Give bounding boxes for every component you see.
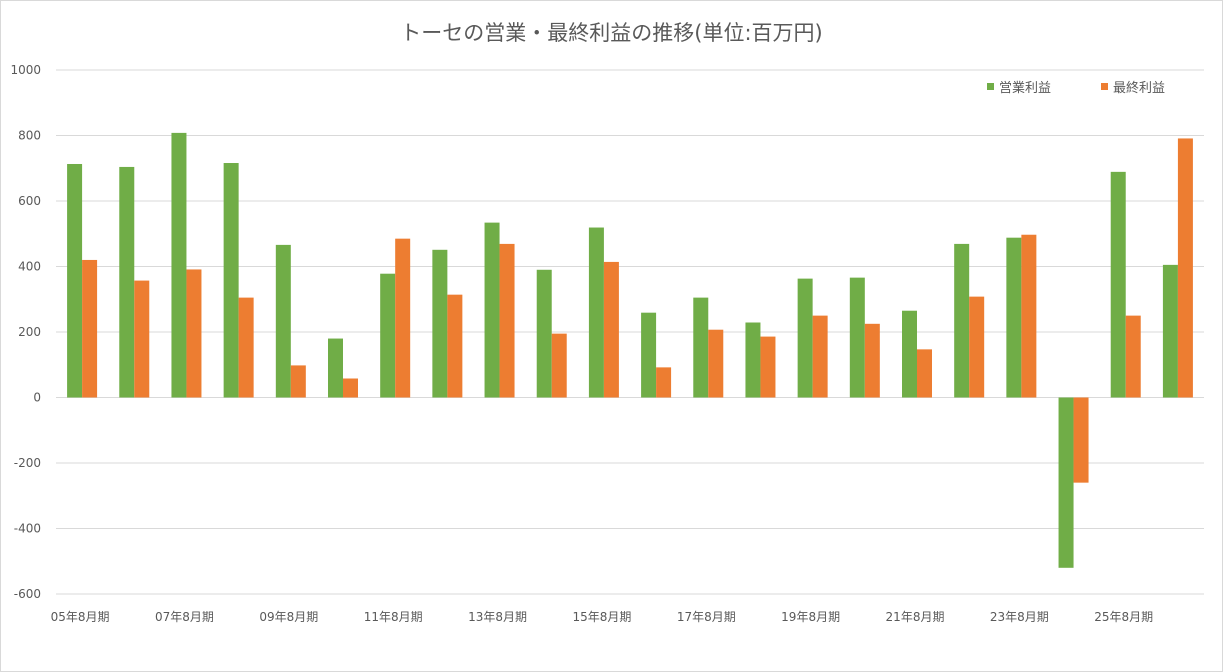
bar-operating-profit <box>693 297 709 398</box>
bar-net-profit <box>760 336 776 398</box>
bar-operating-profit <box>223 163 239 398</box>
bar-operating-profit <box>902 310 917 398</box>
bar-net-profit <box>186 269 202 398</box>
bar-operating-profit <box>484 222 500 398</box>
bar-operating-profit <box>171 132 187 398</box>
bar-net-profit <box>656 367 672 398</box>
y-tick-label: 1000 <box>10 63 41 77</box>
bar-operating-profit <box>1162 264 1178 398</box>
bar-operating-profit <box>797 278 813 398</box>
bar-net-profit <box>917 349 932 398</box>
bar-net-profit <box>551 333 567 398</box>
x-tick-label: 17年8月期 <box>677 610 736 624</box>
bar-net-profit <box>1177 138 1193 398</box>
bar-net-profit <box>1125 315 1141 398</box>
y-tick-label: -400 <box>14 522 41 536</box>
legend-label: 最終利益 <box>1113 80 1165 96</box>
bar-operating-profit <box>954 243 970 398</box>
bar-net-profit <box>447 294 463 398</box>
bar-operating-profit <box>275 244 291 398</box>
bar-net-profit <box>812 315 828 398</box>
legend-swatch <box>987 83 994 90</box>
x-tick-label: 21年8月期 <box>886 610 945 624</box>
y-tick-label: 400 <box>18 260 41 274</box>
bar-operating-profit <box>1006 237 1022 398</box>
y-tick-label: -600 <box>14 587 41 601</box>
bar-operating-profit <box>588 227 604 398</box>
legend-swatch <box>1101 83 1108 90</box>
bar-net-profit <box>708 329 724 398</box>
bar-net-profit <box>1073 397 1089 483</box>
x-tick-label: 05年8月期 <box>51 610 110 624</box>
y-tick-label: 800 <box>18 129 41 143</box>
x-tick-label: 07年8月期 <box>155 610 214 624</box>
chart-title: トーセの営業・最終利益の推移(単位:百万円) <box>400 21 823 45</box>
bar-operating-profit <box>67 163 83 398</box>
bar-operating-profit <box>1110 171 1126 398</box>
bar-operating-profit <box>380 273 396 398</box>
y-tick-label: 200 <box>18 325 41 339</box>
x-tick-label: 25年8月期 <box>1094 610 1153 624</box>
bar-net-profit <box>134 280 150 398</box>
x-tick-label: 15年8月期 <box>572 610 631 624</box>
bar-net-profit <box>864 323 880 398</box>
legend-label: 営業利益 <box>999 80 1051 96</box>
bar-operating-profit <box>641 312 657 398</box>
bar-net-profit <box>82 259 98 398</box>
bar-net-profit <box>290 365 306 398</box>
y-tick-label: 0 <box>33 391 41 405</box>
x-tick-label: 13年8月期 <box>468 610 527 624</box>
bar-operating-profit <box>328 338 343 398</box>
y-tick-label: 600 <box>18 194 41 208</box>
bar-net-profit <box>1021 234 1037 398</box>
bar-operating-profit <box>745 322 761 398</box>
bar-net-profit <box>238 297 254 398</box>
bar-net-profit <box>343 378 358 398</box>
bar-net-profit <box>395 238 411 398</box>
y-tick-label: -200 <box>14 456 41 470</box>
bar-operating-profit <box>432 249 448 398</box>
bar-operating-profit <box>119 166 135 398</box>
x-tick-label: 19年8月期 <box>781 610 840 624</box>
bar-operating-profit <box>536 269 552 398</box>
x-tick-label: 23年8月期 <box>990 610 1049 624</box>
bar-net-profit <box>603 261 619 398</box>
bar-operating-profit <box>1058 397 1074 568</box>
x-tick-label: 11年8月期 <box>364 610 423 624</box>
x-tick-label: 09年8月期 <box>259 610 318 624</box>
bar-net-profit <box>499 243 515 398</box>
bar-net-profit <box>969 296 985 398</box>
bar-operating-profit <box>849 277 865 398</box>
